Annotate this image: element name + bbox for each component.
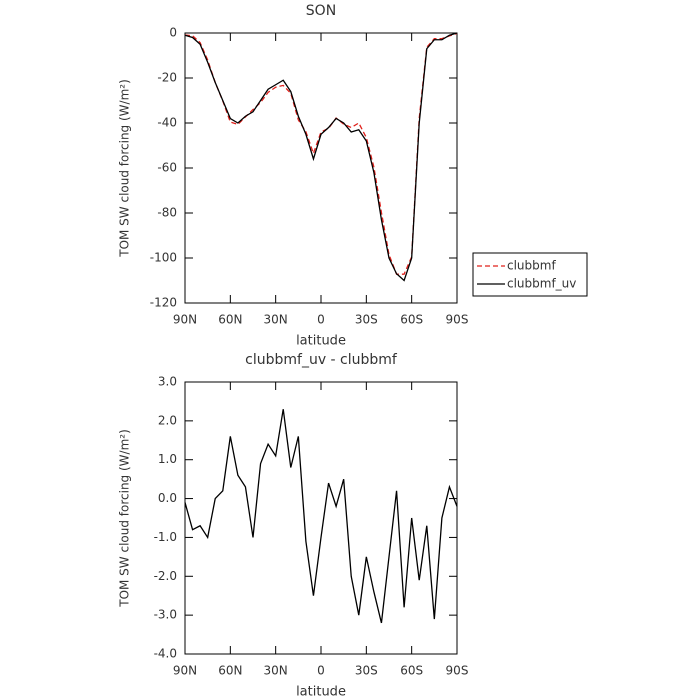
x-tick-label: 30S xyxy=(355,664,378,678)
y-tick-label: -100 xyxy=(150,251,177,265)
y-tick-label: -4.0 xyxy=(154,647,177,661)
y-axis-label: TOM SW cloud forcing (W/m²) xyxy=(118,79,132,258)
y-tick-label: 1.0 xyxy=(158,452,177,466)
x-tick-label: 60N xyxy=(218,313,242,327)
legend-box xyxy=(472,252,588,297)
x-axis-label: latitude xyxy=(296,334,346,349)
chart-title: clubbmf_uv - clubbmf xyxy=(245,352,398,368)
x-tick-label: 90S xyxy=(446,664,469,678)
line xyxy=(184,409,458,624)
x-tick-label: 30S xyxy=(355,313,378,327)
y-tick-label: 2.0 xyxy=(158,413,177,427)
y-tick-label: -1.0 xyxy=(154,530,177,544)
x-tick-label: 60N xyxy=(218,664,242,678)
y-tick-label: -20 xyxy=(157,71,177,85)
x-tick-label: 0 xyxy=(317,313,325,327)
x-tick-label: 30N xyxy=(264,313,288,327)
y-tick-label: -3.0 xyxy=(154,608,177,622)
y-axis-label: TOM SW cloud forcing (W/m²) xyxy=(118,429,132,608)
legend-label: clubbmf_uv xyxy=(507,277,576,291)
x-tick-label: 90N xyxy=(173,664,197,678)
y-tick-label: -2.0 xyxy=(154,569,177,583)
x-tick-label: 30N xyxy=(264,664,288,678)
line xyxy=(184,32,458,275)
y-tick-label: -120 xyxy=(150,296,177,310)
chart-title: SON xyxy=(306,3,336,19)
y-tick-label: -60 xyxy=(157,161,177,175)
y-tick-label: -80 xyxy=(157,206,177,220)
plot-frame xyxy=(184,381,458,655)
x-tick-label: 0 xyxy=(317,664,325,678)
y-tick-label: 3.0 xyxy=(158,375,177,389)
legend-label: clubbmf xyxy=(507,259,556,273)
x-tick-label: 90N xyxy=(173,313,197,327)
y-tick-label: 0 xyxy=(169,26,177,40)
x-axis-label: latitude xyxy=(296,685,346,700)
x-tick-label: 90S xyxy=(446,313,469,327)
y-tick-label: -40 xyxy=(157,116,177,130)
y-tick-label: 0.0 xyxy=(158,491,177,505)
line xyxy=(184,32,458,282)
x-tick-label: 60S xyxy=(400,664,423,678)
x-tick-label: 60S xyxy=(400,313,423,327)
